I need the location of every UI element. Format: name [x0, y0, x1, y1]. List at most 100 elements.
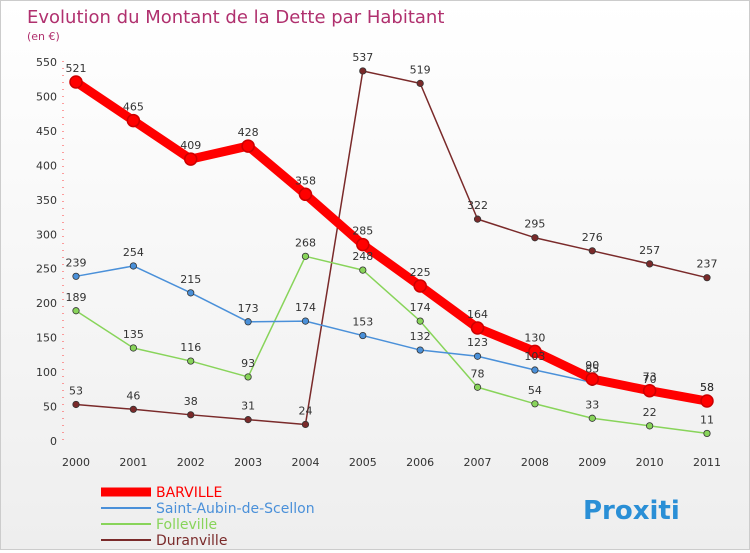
- data-label: 31: [241, 400, 255, 413]
- data-point: [416, 79, 424, 87]
- data-label: 24: [298, 404, 312, 417]
- data-label: 70: [643, 373, 657, 386]
- data-point: [72, 400, 80, 409]
- data-label: 164: [467, 308, 488, 321]
- y-tick-label: 0: [50, 435, 57, 448]
- series-line: [75, 70, 708, 426]
- data-point: [413, 279, 427, 293]
- data-label: 73: [643, 371, 657, 384]
- data-point: [473, 215, 482, 223]
- data-point: [298, 187, 313, 202]
- data-point: [470, 321, 485, 335]
- data-point: [129, 262, 137, 270]
- series-line: [75, 255, 708, 435]
- data-label: 268: [295, 236, 316, 249]
- data-point: [301, 252, 310, 260]
- data-label: 189: [66, 291, 87, 304]
- data-point: [473, 352, 482, 360]
- data-point: [301, 317, 310, 325]
- data-point: [183, 152, 198, 166]
- data-label: 103: [524, 350, 545, 363]
- data-label: 215: [180, 273, 201, 286]
- data-point: [129, 344, 137, 352]
- y-tick-label: 100: [36, 366, 57, 379]
- data-label: 58: [700, 381, 714, 394]
- data-point: [187, 411, 195, 419]
- data-label: 33: [585, 398, 599, 411]
- data-label: 173: [238, 302, 259, 315]
- data-point: [187, 289, 195, 297]
- data-label: 519: [410, 63, 431, 76]
- data-label: 38: [184, 395, 198, 408]
- x-tick-label: 2006: [406, 456, 434, 469]
- data-label: 239: [66, 256, 87, 269]
- data-point: [129, 405, 137, 413]
- data-point: [416, 317, 424, 325]
- data-point: [588, 247, 596, 255]
- data-point: [301, 420, 310, 429]
- y-tick-label: 350: [36, 194, 57, 207]
- y-tick-label: 500: [36, 90, 57, 103]
- data-point: [646, 422, 654, 430]
- data-point: [69, 75, 83, 89]
- data-label: 237: [697, 258, 718, 271]
- data-label: 358: [295, 174, 316, 187]
- data-point: [359, 331, 367, 340]
- data-label: 174: [410, 301, 431, 314]
- data-point: [72, 307, 80, 315]
- data-label: 116: [180, 341, 201, 354]
- data-label: 85: [585, 362, 599, 375]
- data-label: 537: [352, 51, 373, 64]
- data-label: 322: [467, 199, 488, 212]
- x-tick-label: 2007: [464, 456, 492, 469]
- data-label: 93: [241, 357, 255, 370]
- chart-subtitle: (en €): [27, 30, 60, 43]
- x-tick-label: 2003: [234, 456, 262, 469]
- x-tick-label: 2004: [291, 456, 319, 469]
- chart-title: Evolution du Montant de la Dette par Hab…: [27, 7, 444, 28]
- series-line: [71, 77, 712, 406]
- data-label: 54: [528, 384, 542, 397]
- data-point: [700, 394, 714, 408]
- data-point: [244, 373, 252, 381]
- y-tick-label: 450: [36, 125, 57, 138]
- data-point: [473, 383, 482, 391]
- data-point: [356, 237, 370, 252]
- y-tick-label: 200: [36, 297, 57, 310]
- y-tick-label: 550: [36, 56, 57, 69]
- data-label: 409: [180, 139, 201, 152]
- data-label: 58: [700, 381, 714, 394]
- y-tick-label: 400: [36, 159, 57, 172]
- legend-label: BARVILLE: [156, 485, 222, 501]
- data-label: 153: [352, 316, 373, 329]
- data-point: [72, 272, 80, 280]
- data-point: [531, 400, 539, 408]
- x-tick-label: 2005: [349, 456, 377, 469]
- proxiti-logo: Proxiti: [583, 496, 680, 526]
- data-point: [528, 344, 542, 359]
- data-point: [244, 318, 252, 326]
- data-label: 276: [582, 231, 603, 244]
- data-label: 465: [123, 101, 144, 114]
- data-point: [588, 414, 596, 422]
- data-point: [703, 429, 711, 438]
- logo-text: Proxiti: [583, 496, 680, 526]
- data-point: [359, 266, 367, 274]
- data-label: 78: [471, 367, 485, 380]
- data-label: 11: [700, 413, 714, 426]
- data-label: 295: [524, 218, 545, 231]
- data-label: 22: [643, 406, 657, 419]
- legend-label: Saint-Aubin-de-Scellon: [156, 501, 315, 517]
- y-tick-label: 150: [36, 332, 57, 345]
- y-tick-label: 250: [36, 263, 57, 276]
- data-label: 257: [639, 244, 660, 257]
- data-label: 225: [410, 266, 431, 279]
- data-point: [531, 234, 539, 242]
- data-point: [703, 274, 711, 282]
- data-point: [187, 357, 195, 365]
- data-label: 521: [66, 62, 87, 75]
- data-label: 90: [585, 359, 599, 372]
- data-label: 130: [524, 331, 545, 344]
